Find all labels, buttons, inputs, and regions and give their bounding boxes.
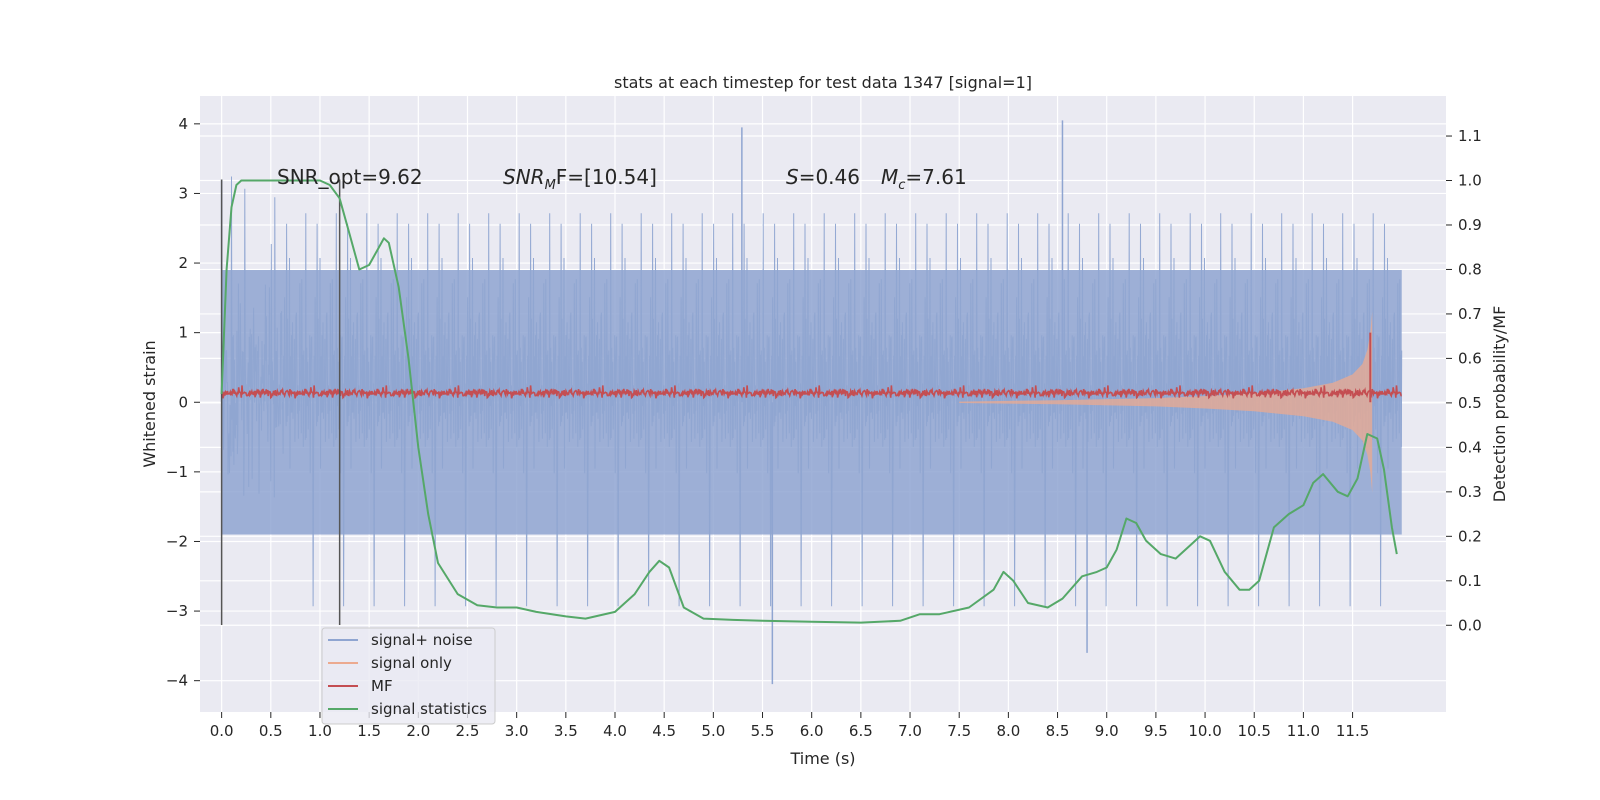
y-right-tick-label: 0.3 bbox=[1458, 483, 1482, 501]
y-left-tick-labels: 4 3 2 1 0 −1 −2 −3 −4 bbox=[166, 115, 200, 690]
legend: signal+ noise signal only MF signal stat… bbox=[321, 627, 496, 725]
y-left-tick-label: 3 bbox=[178, 184, 188, 202]
x-tick-label: 7.5 bbox=[947, 722, 971, 740]
y-left-tick-label: 1 bbox=[178, 324, 188, 342]
annotation-s-value: =0.46 bbox=[799, 165, 860, 189]
annotation-mc-base: M bbox=[881, 165, 898, 189]
y-left-axis-label: Whitened strain bbox=[140, 340, 159, 467]
y-right-tick-label: 0.0 bbox=[1458, 616, 1482, 634]
y-right-tick-label: 1.1 bbox=[1458, 127, 1482, 145]
x-tick-label: 3.0 bbox=[505, 722, 529, 740]
x-tick-label: 1.0 bbox=[308, 722, 332, 740]
y-right-tick-label: 0.9 bbox=[1458, 216, 1482, 234]
legend-label-signal-only: signal only bbox=[371, 654, 452, 672]
mf-line bbox=[220, 385, 1402, 400]
x-tick-label: 5.5 bbox=[751, 722, 775, 740]
x-tick-label: 9.0 bbox=[1095, 722, 1119, 740]
y-left-tick-label: −1 bbox=[166, 463, 188, 481]
x-tick-label: 1.5 bbox=[357, 722, 381, 740]
x-tick-label: 4.0 bbox=[603, 722, 627, 740]
annotation-mc: Mc=7.61 bbox=[881, 165, 967, 193]
x-tick-label: 10.5 bbox=[1238, 722, 1271, 740]
x-tick-label: 11.0 bbox=[1287, 722, 1320, 740]
y-left-tick-label: −3 bbox=[166, 602, 188, 620]
signal-noise-line bbox=[221, 176, 1403, 607]
x-tick-label: 10.0 bbox=[1188, 722, 1221, 740]
annotation-snr-mf-rest: F=[10.54] bbox=[556, 165, 657, 189]
x-tick-label: 11.5 bbox=[1336, 722, 1369, 740]
y-right-tick-label: 0.6 bbox=[1458, 349, 1482, 367]
annotation-snr-opt: SNR_opt=9.62 bbox=[277, 165, 423, 189]
y-left-tick-label: −4 bbox=[166, 672, 188, 690]
x-tick-label: 9.5 bbox=[1144, 722, 1168, 740]
y-right-tick-label: 0.4 bbox=[1458, 438, 1482, 456]
series-mf bbox=[220, 332, 1402, 403]
annotation-s-base: S bbox=[786, 165, 799, 189]
annotation-snr-mf: SNRMF=[10.54] bbox=[503, 165, 657, 193]
y-right-tick-labels: 1.1 1.0 0.9 0.8 0.7 0.6 0.5 0.4 0.3 0.2 0.1 0.0 bbox=[1446, 127, 1482, 634]
signal-only-envelope bbox=[959, 311, 1373, 493]
x-axis-label: Time (s) bbox=[789, 749, 855, 768]
x-tick-label: 6.5 bbox=[849, 722, 873, 740]
x-tick-label: 0.0 bbox=[210, 722, 234, 740]
signal-statistics-line bbox=[220, 179, 1398, 624]
series-signal-statistics bbox=[220, 179, 1398, 624]
annotation-snr-mf-sub: M bbox=[545, 178, 556, 193]
annotation-s: S=0.46 bbox=[786, 165, 860, 189]
x-tick-label: 8.0 bbox=[996, 722, 1020, 740]
x-tick-label: 2.5 bbox=[456, 722, 480, 740]
series-signal-only bbox=[959, 311, 1373, 493]
y-right-tick-label: 0.1 bbox=[1458, 572, 1482, 590]
x-tick-label: 2.0 bbox=[406, 722, 430, 740]
legend-label-signal-statistics: signal statistics bbox=[371, 700, 487, 718]
annotation-mc-value: =7.61 bbox=[905, 165, 966, 189]
y-left-tick-label: 0 bbox=[178, 393, 188, 411]
chart-title: stats at each timestep for test data 134… bbox=[614, 73, 1032, 92]
x-tick-label: 7.0 bbox=[898, 722, 922, 740]
y-right-tick-label: 0.5 bbox=[1458, 394, 1482, 412]
legend-box bbox=[321, 627, 496, 725]
y-right-axis-label: Detection probability/MF bbox=[1490, 306, 1509, 503]
y-right-tick-label: 0.7 bbox=[1458, 305, 1482, 323]
x-tick-label: 6.0 bbox=[800, 722, 824, 740]
x-tick-label: 8.5 bbox=[1046, 722, 1070, 740]
vertical-markers bbox=[220, 179, 341, 625]
annotation-snr-mf-base: SNR bbox=[503, 165, 545, 189]
legend-label-mf: MF bbox=[371, 677, 393, 695]
x-tick-label: 4.5 bbox=[652, 722, 676, 740]
y-left-tick-label: 4 bbox=[178, 115, 188, 133]
x-tick-labels: 0.0 0.5 1.0 1.5 2.0 2.5 3.0 3.5 4.0 4.5 5.0 5.5 6.0 6… bbox=[210, 712, 1369, 740]
legend-label-signal-noise: signal+ noise bbox=[371, 631, 473, 649]
annotation-mc-sub: c bbox=[898, 178, 905, 193]
y-left-tick-label: 2 bbox=[178, 254, 188, 272]
x-tick-label: 0.5 bbox=[259, 722, 283, 740]
y-left-tick-label: −2 bbox=[166, 532, 188, 550]
y-right-tick-label: 0.8 bbox=[1458, 260, 1482, 278]
x-tick-label: 3.5 bbox=[554, 722, 578, 740]
x-tick-label: 5.0 bbox=[701, 722, 725, 740]
y-right-tick-label: 1.0 bbox=[1458, 172, 1482, 190]
y-right-tick-label: 0.2 bbox=[1458, 527, 1482, 545]
